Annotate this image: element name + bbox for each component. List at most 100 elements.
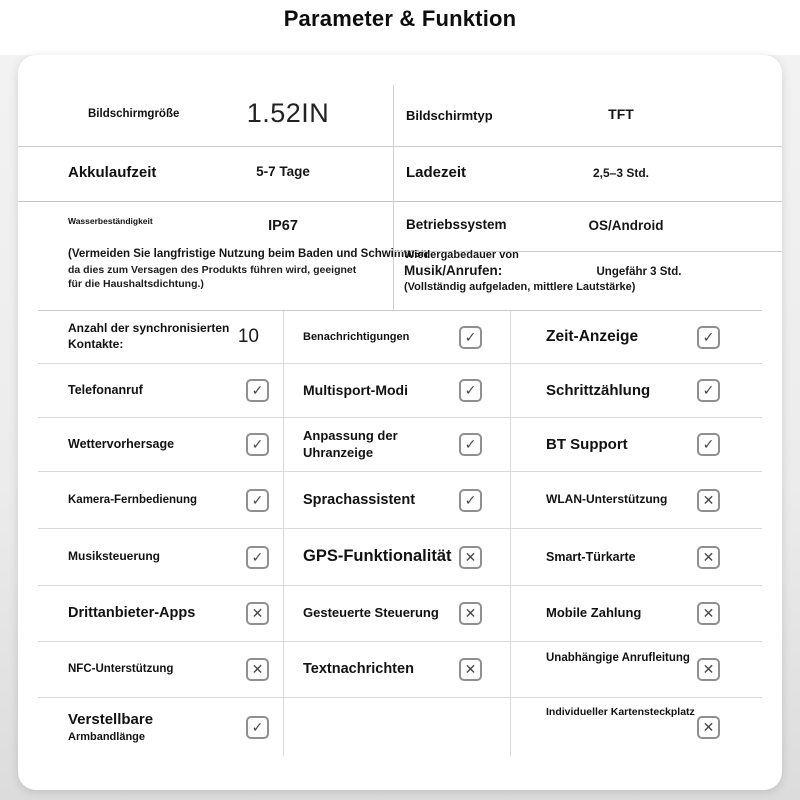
spec-column-left: Bildschirmgröße 1.52IN Akkulaufzeit 5-7 … — [18, 85, 428, 310]
feature-grid: Anzahl der synchronisierten Kontakte: 10… — [38, 310, 762, 756]
feature-row: Wettervorhersage ✓ Anpassung der Uhranze… — [38, 418, 762, 472]
checkbox-checked-icon: ✓ — [459, 379, 482, 402]
feature-cell-third-party-apps: Drittanbieter-Apps ✕ — [38, 586, 284, 641]
feature-cell-smart-door-card: Smart-Türkarte ✕ — [511, 529, 762, 585]
feature-label: Schrittzählung — [546, 381, 651, 399]
feature-label: NFC-Unterstützung — [68, 663, 174, 676]
feature-label: Anpassung der Uhranzeige — [303, 427, 398, 460]
feature-label: Musiksteuerung — [68, 549, 161, 564]
spec-value: IP67 — [268, 218, 298, 234]
feature-label: WLAN-Unterstützung — [546, 492, 668, 507]
feature-row: Anzahl der synchronisierten Kontakte: 10… — [38, 311, 762, 364]
checkbox-crossed-icon: ✕ — [697, 715, 720, 739]
checkbox-checked-icon: ✓ — [459, 488, 482, 512]
feature-cell-independent-call-line: Unabhängige Anrufleitung ✕ — [511, 642, 762, 697]
checkbox-checked-icon: ✓ — [246, 545, 269, 569]
feature-cell-watchface-customization: Anpassung der Uhranzeige ✓ — [284, 418, 511, 471]
feature-label: Mobile Zahlung — [546, 605, 642, 621]
checkbox-checked-icon: ✓ — [459, 325, 482, 349]
feature-label: Sprachassistent — [303, 491, 416, 508]
checkbox-checked-icon: ✓ — [697, 325, 720, 349]
spec-label: Ladezeit — [406, 164, 467, 181]
feature-label: Multisport-Modi — [303, 382, 408, 399]
feature-row: Musiksteuerung ✓ GPS-Funktionalität ✕ Sm… — [38, 529, 762, 586]
note-line: da dies zum Versagen des Produkts führen… — [68, 263, 357, 276]
checkbox-checked-icon: ✓ — [697, 379, 720, 402]
feature-label: Wettervorhersage — [68, 437, 175, 452]
checkbox-checked-icon: ✓ — [246, 715, 269, 739]
spec-row-screen-type: Bildschirmtyp TFT — [394, 85, 782, 147]
page-title: Parameter & Funktion — [283, 6, 517, 31]
feature-cell-multisport-modes: Multisport-Modi ✓ — [284, 364, 511, 417]
water-resistance-note: (Vermeiden Sie langfristige Nutzung beim… — [18, 247, 428, 310]
spec-label: Wasserbeständigkeit — [68, 216, 153, 226]
feature-row: NFC-Unterstützung ✕ Textnachrichten ✕ Un… — [38, 642, 762, 698]
feature-cell-mobile-payment: Mobile Zahlung ✕ — [511, 586, 762, 641]
spec-value: 1.52IN — [246, 98, 330, 128]
feature-cell-gesture-control: Gesteuerte Steuerung ✕ — [284, 586, 511, 641]
checkbox-crossed-icon: ✕ — [459, 658, 482, 681]
feature-cell-nfc-support: NFC-Unterstützung ✕ — [38, 642, 284, 697]
spec-label: Wiedergabedauer von Musik/Anrufen: (Voll… — [404, 249, 636, 293]
spec-value: TFT — [608, 106, 634, 122]
feature-cell-synced-contacts: Anzahl der synchronisierten Kontakte: 10 — [38, 311, 284, 363]
spec-row-battery-life: Akkulaufzeit 5-7 Tage — [18, 147, 393, 202]
spec-label: Akkulaufzeit — [68, 164, 157, 181]
checkbox-checked-icon: ✓ — [246, 379, 269, 402]
spec-value: 2,5–3 Std. — [592, 166, 650, 180]
feature-cell-time-display: Zeit-Anzeige ✓ — [511, 311, 762, 363]
checkbox-crossed-icon: ✕ — [246, 658, 269, 681]
checkbox-crossed-icon: ✕ — [697, 602, 720, 625]
checkbox-checked-icon: ✓ — [697, 433, 720, 456]
feature-cell-music-control: Musiksteuerung ✓ — [38, 529, 284, 585]
feature-cell-step-counter: Schrittzählung ✓ — [511, 364, 762, 417]
feature-cell-voice-assistant: Sprachassistent ✓ — [284, 472, 511, 528]
feature-cell-camera-remote: Kamera-Fernbedienung ✓ — [38, 472, 284, 528]
feature-row: Telefonanruf ✓ Multisport-Modi ✓ Schritt… — [38, 364, 762, 418]
checkbox-crossed-icon: ✕ — [246, 602, 269, 625]
spec-row-os: Betriebssystem OS/Android — [394, 202, 782, 252]
feature-cell-bt-support: BT Support ✓ — [511, 418, 762, 471]
feature-row: Drittanbieter-Apps ✕ Gesteuerte Steuerun… — [38, 586, 762, 642]
feature-label: Zeit-Anzeige — [546, 327, 639, 345]
spec-label: Bildschirmgröße — [88, 108, 180, 120]
checkbox-checked-icon: ✓ — [246, 488, 269, 512]
feature-label: Anzahl der synchronisierten Kontakte: — [68, 321, 230, 351]
page-header: Parameter & Funktion — [0, 0, 800, 55]
feature-label: Unabhängige Anrufleitung — [546, 652, 690, 664]
checkbox-crossed-icon: ✕ — [459, 602, 482, 625]
feature-cell-notifications: Benachrichtigungen ✓ — [284, 311, 511, 363]
feature-cell-phone-call: Telefonanruf ✓ — [38, 364, 284, 417]
feature-label: Individueller Kartensteckplatz — [546, 706, 695, 718]
checkbox-checked-icon: ✓ — [246, 433, 269, 456]
feature-label: Telefonanruf — [68, 383, 143, 398]
spec-card: Bildschirmgröße 1.52IN Akkulaufzeit 5-7 … — [18, 55, 782, 790]
feature-cell-empty — [284, 698, 511, 756]
checkbox-crossed-icon: ✕ — [459, 545, 482, 569]
spec-row-water-resistance: Wasserbeständigkeit IP67 — [18, 202, 393, 247]
spec-value: OS/Android — [588, 218, 664, 233]
feature-row: Verstellbare Armbandlänge ✓ Individuelle… — [38, 698, 762, 756]
note-line: für die Haushaltsdichtung.) — [68, 277, 204, 290]
feature-label: GPS-Funktionalität — [303, 547, 452, 566]
feature-row: Kamera-Fernbedienung ✓ Sprachassistent ✓… — [38, 472, 762, 529]
spec-row-screen-size: Bildschirmgröße 1.52IN — [18, 85, 393, 147]
spec-row-playback-time: Wiedergabedauer von Musik/Anrufen: (Voll… — [394, 249, 782, 310]
feature-cell-custom-card-slot: Individueller Kartensteckplatz ✕ — [511, 698, 762, 756]
checkbox-crossed-icon: ✕ — [697, 488, 720, 512]
spec-value: 5-7 Tage — [256, 164, 310, 179]
feature-cell-text-messages: Textnachrichten ✕ — [284, 642, 511, 697]
spec-value: Ungefähr 3 Std. — [596, 266, 682, 278]
feature-label: Verstellbare Armbandlänge — [68, 711, 154, 743]
feature-cell-adjustable-strap: Verstellbare Armbandlänge ✓ — [38, 698, 284, 756]
spec-column-right: Bildschirmtyp TFT Ladezeit 2,5–3 Std. Be… — [393, 85, 782, 310]
feature-label: Smart-Türkarte — [546, 549, 636, 564]
feature-label: Drittanbieter-Apps — [68, 605, 196, 622]
feature-label: BT Support — [546, 435, 628, 453]
feature-label: Benachrichtigungen — [303, 330, 410, 343]
checkbox-crossed-icon: ✕ — [697, 658, 720, 681]
feature-cell-wlan-support: WLAN-Unterstützung ✕ — [511, 472, 762, 528]
feature-cell-gps: GPS-Funktionalität ✕ — [284, 529, 511, 585]
note-line: (Vermeiden Sie langfristige Nutzung beim… — [68, 248, 428, 260]
spec-row-charge-time: Ladezeit 2,5–3 Std. — [394, 147, 782, 202]
